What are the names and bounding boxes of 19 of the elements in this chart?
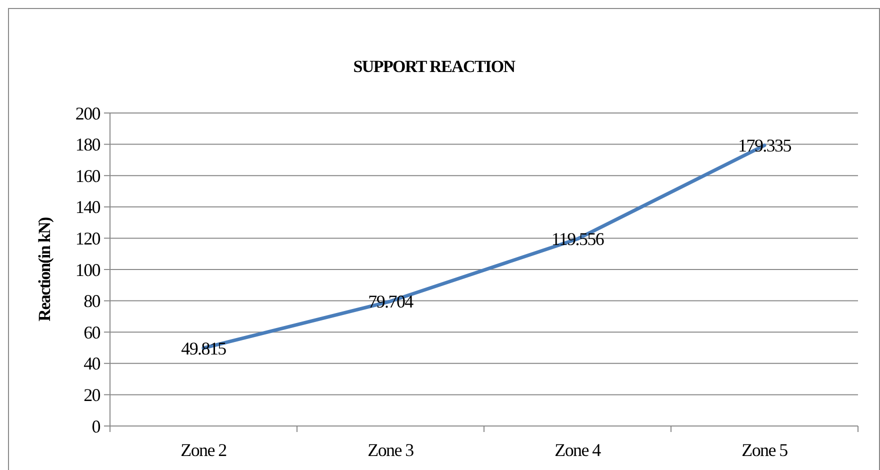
y-tick-label: 120 bbox=[75, 228, 101, 248]
y-tick-label: 140 bbox=[75, 197, 101, 218]
y-axis-title: Reaction(in kN) bbox=[35, 218, 54, 322]
data-label: 49.815 bbox=[181, 338, 227, 358]
y-tick-label: 60 bbox=[84, 322, 101, 342]
x-tick-label: Zone 5 bbox=[742, 440, 788, 460]
y-tick-label: 100 bbox=[75, 260, 101, 280]
data-label: 179.335 bbox=[738, 136, 792, 156]
x-tick-label: Zone 3 bbox=[368, 440, 414, 460]
y-tick-label: 160 bbox=[75, 166, 101, 186]
chart-title: SUPPORT REACTION bbox=[353, 57, 516, 76]
y-tick-label: 80 bbox=[84, 291, 101, 312]
y-tick-label: 20 bbox=[84, 385, 101, 405]
y-tick-label: 0 bbox=[92, 416, 101, 436]
y-tick-label: 180 bbox=[75, 134, 101, 155]
y-tick-label: 40 bbox=[84, 354, 101, 374]
x-tick-label: Zone 2 bbox=[180, 440, 226, 460]
x-tick-label: Zone 4 bbox=[554, 440, 602, 460]
y-tick-label: 200 bbox=[75, 103, 101, 124]
